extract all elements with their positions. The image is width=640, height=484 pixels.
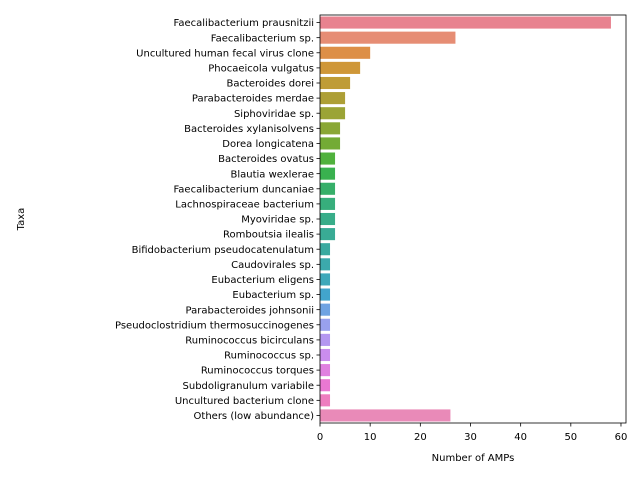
y-tick-label: Romboutsia ilealis (223, 230, 314, 241)
bar (320, 364, 331, 377)
y-tick-label: Ruminococcus sp. (224, 351, 314, 362)
bar (320, 318, 331, 331)
y-tick-label: Subdoligranulum variabile (183, 381, 314, 392)
x-tick-label: 40 (514, 432, 527, 443)
y-tick-label: Lachnospiraceae bacterium (175, 199, 314, 210)
x-axis-ticks: 0 10 20 30 40 50 60 (317, 423, 628, 443)
bar (320, 212, 336, 226)
bar (320, 46, 371, 59)
y-tick-label: Caudovirales sp. (231, 260, 314, 271)
bar (320, 273, 331, 286)
y-tick-label: Parabacteroides merdae (192, 94, 314, 105)
y-tick-label: Uncultured human fecal virus clone (136, 48, 314, 59)
bar (320, 31, 456, 44)
bar (320, 409, 451, 422)
y-tick-label: Dorea longicatena (222, 139, 314, 150)
x-tick-label: 50 (564, 432, 577, 443)
y-tick-label: Blautia wexlerae (230, 169, 314, 180)
bars-layer (320, 16, 611, 422)
y-tick-label: Faecalibacterium prausnitzii (174, 18, 314, 29)
bar (320, 182, 336, 195)
bar (320, 394, 331, 407)
y-tick-label: Faecalibacterium duncaniae (173, 184, 314, 195)
x-tick-label: 0 (317, 432, 323, 443)
y-tick-label: Siphoviridae sp. (234, 109, 314, 120)
bar (320, 16, 611, 29)
y-tick-label: Others (low abundance) (194, 411, 315, 422)
x-tick-label: 20 (414, 432, 427, 443)
y-axis-label: Taxa (16, 208, 27, 232)
x-axis-label: Number of AMPs (432, 453, 515, 464)
y-tick-label: Phocaeicola vulgatus (208, 63, 314, 74)
bar (320, 122, 341, 135)
y-tick-label: Ruminococcus torques (201, 366, 314, 377)
bar (320, 76, 351, 90)
y-tick-label: Parabacteroides johnsonii (186, 305, 314, 316)
x-tick-label: 30 (464, 432, 477, 443)
y-tick-label: Ruminococcus bicirculans (185, 335, 314, 346)
y-tick-label: Bacteroides xylanisolvens (184, 124, 314, 135)
bar (320, 228, 336, 241)
y-tick-label: Bifidobacterium pseudocatenulatum (132, 245, 314, 256)
bar (320, 167, 336, 180)
bar (320, 333, 331, 346)
axes-frame (319, 14, 627, 424)
y-tick-label: Myoviridae sp. (241, 215, 314, 226)
bar (320, 61, 361, 74)
y-tick-label: Bacteroides ovatus (218, 154, 314, 165)
y-tick-label: Eubacterium eligens (211, 275, 314, 286)
bar (320, 288, 331, 301)
y-tick-label: Pseudoclostridium thermosuccinogenes (115, 320, 314, 331)
bar (320, 379, 331, 392)
x-tick-label: 60 (615, 432, 628, 443)
y-tick-label: Eubacterium sp. (232, 290, 314, 301)
bar (320, 92, 346, 105)
bar (320, 197, 336, 210)
bar (320, 258, 331, 271)
x-tick-label: 10 (364, 432, 377, 443)
bar (320, 303, 331, 316)
bar (320, 243, 331, 256)
y-axis-ticks: Faecalibacterium prausnitzii Faecalibacte… (115, 18, 320, 422)
y-tick-label: Uncultured bacterium clone (175, 396, 314, 407)
y-tick-label: Faecalibacterium sp. (211, 33, 314, 44)
y-tick-label: Bacteroides dorei (226, 79, 314, 90)
bar (320, 107, 346, 120)
bar (320, 137, 341, 150)
bar (320, 152, 336, 165)
bar (320, 348, 331, 362)
